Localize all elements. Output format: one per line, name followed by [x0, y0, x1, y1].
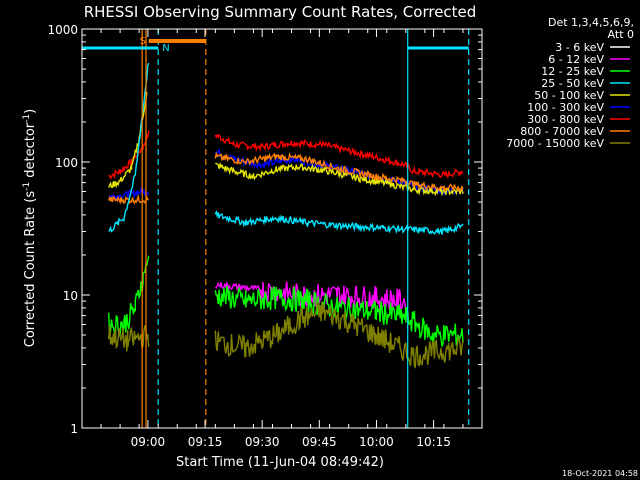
legend-header-2: Att 0: [608, 28, 634, 41]
footer-date: 18-Oct-2021 04:58: [562, 469, 638, 478]
y-axis-label: Corrected Count Rate (s-1 detector-1): [22, 109, 38, 347]
flag-label-n: N: [162, 43, 169, 54]
legend-entry-label: 25 - 50 keV: [541, 77, 604, 90]
flags-layer: SN: [82, 29, 470, 428]
y-tick-label: 10: [63, 289, 78, 303]
x-tick-label: 10:00: [359, 435, 394, 449]
legend-entry-label: 800 - 7000 keV: [520, 125, 604, 138]
legend-entry-label: 7000 - 15000 keV: [506, 137, 604, 150]
x-tick-label: 09:45: [302, 435, 337, 449]
flag-label-s: S: [140, 36, 146, 47]
y-tick-label: 1000: [47, 23, 78, 37]
y-axis-label-mid: detector: [23, 122, 38, 182]
legend-header-1: Det 1,3,4,5,6,9,: [548, 16, 634, 29]
series-layer: [108, 62, 464, 428]
chart-title: RHESSI Observing Summary Count Rates, Co…: [84, 3, 477, 21]
y-axis-label-main: Corrected Count Rate (s: [23, 191, 38, 348]
x-tick-label: 09:15: [188, 435, 223, 449]
legend-entry-label: 6 - 12 keV: [548, 53, 604, 66]
legend-entry-label: 3 - 6 keV: [555, 41, 604, 54]
axis-layer: 1 10 100 1000 09:00 09:15 09:30 09:45 10:00 10:15: [47, 23, 483, 449]
y-tick-label: 100: [55, 156, 78, 170]
y-axis-label-sup1: -1: [22, 182, 32, 191]
legend-entry-label: 100 - 300 keV: [527, 101, 604, 114]
legend-entry-label: 50 - 100 keV: [534, 89, 604, 102]
x-tick-label: 09:30: [245, 435, 280, 449]
legend-entry-label: 12 - 25 keV: [541, 65, 604, 78]
x-tick-label: 10:15: [416, 435, 451, 449]
x-axis-label: Start Time (11-Jun-04 08:49:42): [176, 455, 384, 470]
y-axis-label-end: ): [23, 109, 38, 114]
x-tick-label: 09:00: [131, 435, 166, 449]
legend-entry-label: 300 - 800 keV: [527, 113, 604, 126]
y-axis-label-sup2: -1: [22, 114, 32, 123]
y-tick-label: 1: [70, 422, 78, 436]
plot-frame: [81, 28, 483, 429]
